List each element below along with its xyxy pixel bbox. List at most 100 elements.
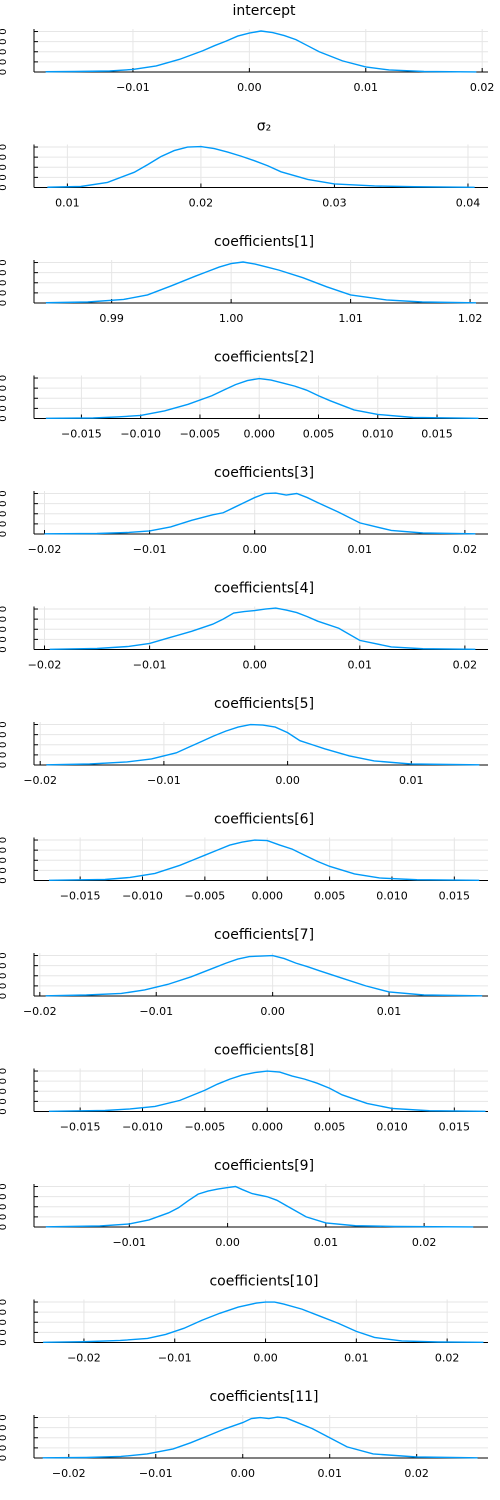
chart-panel: σ₂ 0.01 0.02 0.03 0.04 0 0 0 0 0 (0, 119, 488, 210)
y-tick-label: 0 (0, 280, 9, 286)
y-tick-label: 0 (0, 1329, 9, 1335)
y-tick-label: 0 (0, 973, 9, 979)
y-tick-label: 0 (0, 144, 9, 150)
x-tick-label: 0.010 (376, 890, 408, 903)
x-tick-label: 0.00 (242, 543, 267, 556)
chart-title: coefficients[10] (209, 1274, 318, 1290)
x-tick-label: −0.01 (139, 1005, 173, 1018)
y-tick-label: 0 (0, 1088, 9, 1094)
x-tick-label: −0.010 (122, 1121, 163, 1134)
x-tick-label: −0.02 (23, 1005, 57, 1018)
x-tick-label: 0.01 (399, 774, 424, 787)
x-tick-label: −0.005 (185, 890, 226, 903)
density-curve (45, 954, 483, 997)
x-tick-label: 0.000 (251, 1121, 283, 1134)
x-tick-label: 0.01 (344, 1352, 369, 1365)
y-tick-label: 0 (0, 1319, 9, 1325)
density-curve (48, 839, 480, 882)
y-tick-label: 0 (0, 626, 9, 632)
x-tick-label: 0.00 (215, 1236, 240, 1249)
chart-panel: coefficients[4] −0.02 −0.01 0.00 0.01 0.02 0 0 0… (0, 581, 488, 672)
chart-panel: coefficients[7] −0.02 −0.01 0.00 0.01 0 0 0 0 0 (0, 927, 488, 1018)
y-tick-label: 0 (0, 1414, 9, 1420)
x-tick-label: 0.005 (314, 890, 346, 903)
y-tick-label: 0 (0, 405, 9, 411)
x-tick-label: 0.02 (453, 659, 478, 672)
density-curve (46, 723, 480, 766)
chart-panel: coefficients[3] −0.02 −0.01 0.00 0.01 0.02 0 0 0… (0, 465, 488, 556)
y-tick-label: 0 (0, 415, 9, 421)
x-tick-label: −0.005 (185, 1121, 226, 1134)
x-tick-label: 0.01 (354, 81, 379, 94)
x-tick-label: 0.00 (253, 1352, 278, 1365)
y-tick-label: 0 (0, 269, 9, 275)
chart-title: coefficients[5] (214, 696, 314, 712)
x-tick-label: 0.04 (456, 197, 481, 210)
chart-title: coefficients[11] (209, 1389, 318, 1405)
x-tick-label: 0.02 (404, 1467, 429, 1480)
density-curve (43, 1301, 484, 1344)
chart-panel: coefficients[2] −0.015 −0.010 −0.005 0.000 0.… (0, 350, 488, 441)
x-tick-label: −0.02 (28, 659, 62, 672)
x-tick-label: 0.010 (376, 1121, 408, 1134)
y-tick-label: 0 (0, 184, 9, 190)
y-tick-label: 0 (0, 500, 9, 506)
x-tick-label: 0.01 (55, 197, 80, 210)
x-tick-label: 0.02 (435, 1352, 460, 1365)
x-tick-label: −0.010 (122, 890, 163, 903)
chart-panel: intercept −0.01 0.00 0.01 0.02 0 0 0 0 0 (0, 3, 494, 94)
y-tick-label: 0 (0, 28, 9, 34)
y-tick-label: 0 (0, 983, 9, 989)
x-tick-label: −0.01 (116, 81, 150, 94)
chart-title: coefficients[3] (214, 465, 314, 481)
x-tick-label: −0.015 (60, 1121, 101, 1134)
x-tick-label: −0.015 (60, 890, 101, 903)
y-tick-label: 0 (0, 857, 9, 863)
y-tick-label: 0 (0, 1224, 9, 1230)
density-curve (42, 1416, 478, 1459)
x-tick-label: 0.01 (317, 1467, 342, 1480)
x-tick-label: −0.01 (158, 1352, 192, 1365)
y-tick-label: 0 (0, 154, 9, 160)
chart-panel: coefficients[10] −0.02 −0.01 0.00 0.01 0.02 0 0… (0, 1274, 488, 1365)
x-tick-label: 0.015 (439, 1121, 471, 1134)
y-tick-label: 0 (0, 1424, 9, 1430)
x-tick-label: 0.015 (421, 428, 453, 441)
chart-panel: coefficients[5] −0.02 −0.01 0.00 0.01 0 0 0 0 0 (0, 696, 488, 787)
y-tick-label: 0 (0, 636, 9, 642)
x-tick-label: 0.02 (189, 197, 214, 210)
x-tick-label: 0.000 (243, 428, 275, 441)
y-tick-label: 0 (0, 1435, 9, 1441)
x-tick-label: 0.00 (237, 81, 262, 94)
y-tick-label: 0 (0, 1299, 9, 1305)
x-tick-label: −0.02 (23, 774, 57, 787)
chart-title: coefficients[7] (214, 927, 314, 943)
x-tick-label: −0.010 (120, 428, 161, 441)
y-tick-label: 0 (0, 847, 9, 853)
y-tick-label: 0 (0, 1445, 9, 1451)
y-tick-label: 0 (0, 69, 9, 75)
y-tick-label: 0 (0, 721, 9, 727)
x-tick-label: 0.00 (275, 774, 300, 787)
y-tick-label: 0 (0, 1108, 9, 1114)
x-tick-label: 0.010 (362, 428, 394, 441)
y-tick-label: 0 (0, 616, 9, 622)
density-curve (45, 1185, 474, 1228)
x-tick-label: 0.005 (303, 428, 335, 441)
y-tick-label: 0 (0, 1214, 9, 1220)
y-tick-label: 0 (0, 38, 9, 44)
chart-panel: coefficients[1] 0.99 1.00 1.01 1.02 0 0 0 0 0 (0, 234, 488, 325)
y-tick-label: 0 (0, 867, 9, 873)
x-tick-label: −0.02 (28, 543, 62, 556)
y-tick-label: 0 (0, 59, 9, 65)
x-tick-label: 0.00 (260, 1005, 285, 1018)
y-tick-label: 0 (0, 259, 9, 265)
y-tick-label: 0 (0, 375, 9, 381)
density-curve (48, 1070, 486, 1113)
y-tick-label: 0 (0, 1078, 9, 1084)
density-curve (45, 261, 477, 304)
y-tick-label: 0 (0, 952, 9, 958)
y-tick-label: 0 (0, 837, 9, 843)
x-tick-label: −0.015 (61, 428, 102, 441)
